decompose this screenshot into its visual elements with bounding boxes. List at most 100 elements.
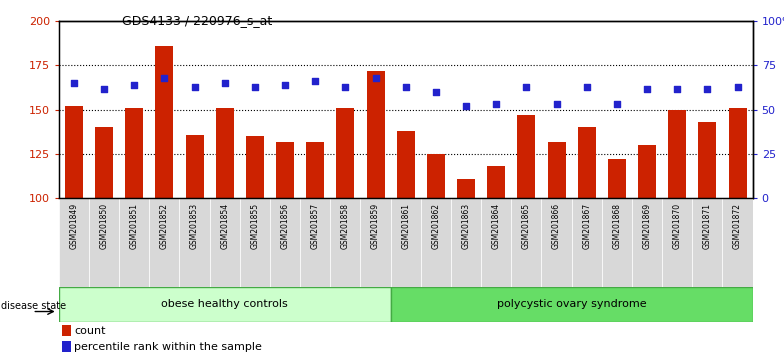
- Text: GDS4133 / 220976_s_at: GDS4133 / 220976_s_at: [122, 14, 272, 27]
- Text: GSM201867: GSM201867: [583, 202, 591, 249]
- Bar: [59, 198, 89, 287]
- Bar: [517, 115, 535, 198]
- Text: count: count: [74, 326, 106, 336]
- Bar: [426, 154, 445, 198]
- Bar: [602, 198, 632, 287]
- Bar: [270, 198, 300, 287]
- Bar: [608, 159, 626, 198]
- Bar: [180, 198, 209, 287]
- Bar: [246, 136, 264, 198]
- Point: [430, 89, 442, 95]
- Point: [550, 102, 563, 107]
- Bar: [307, 142, 325, 198]
- Point: [671, 86, 684, 91]
- Bar: [547, 142, 565, 198]
- Text: GSM201851: GSM201851: [129, 202, 139, 249]
- Text: GSM201861: GSM201861: [401, 202, 410, 249]
- Point: [219, 80, 231, 86]
- Bar: [511, 198, 542, 287]
- Bar: [542, 198, 572, 287]
- Text: GSM201872: GSM201872: [733, 202, 742, 249]
- Bar: [578, 127, 596, 198]
- Text: GSM201862: GSM201862: [431, 202, 441, 249]
- Text: GSM201857: GSM201857: [310, 202, 320, 249]
- Bar: [330, 198, 361, 287]
- Point: [399, 84, 412, 90]
- Bar: [216, 108, 234, 198]
- Bar: [366, 71, 385, 198]
- Bar: [125, 108, 143, 198]
- Text: percentile rank within the sample: percentile rank within the sample: [74, 342, 263, 352]
- Bar: [572, 198, 602, 287]
- Bar: [723, 198, 753, 287]
- Point: [309, 79, 321, 84]
- Point: [701, 86, 713, 91]
- Bar: [276, 142, 294, 198]
- Bar: [728, 108, 746, 198]
- Bar: [240, 198, 270, 287]
- Point: [520, 84, 532, 90]
- Text: GSM201855: GSM201855: [250, 202, 260, 249]
- Bar: [62, 341, 71, 353]
- Bar: [638, 145, 656, 198]
- Point: [98, 86, 111, 91]
- Bar: [662, 198, 692, 287]
- Bar: [89, 198, 119, 287]
- Bar: [699, 122, 717, 198]
- Point: [158, 75, 171, 81]
- Text: GSM201858: GSM201858: [341, 202, 350, 249]
- Text: GSM201859: GSM201859: [371, 202, 380, 249]
- Text: GSM201871: GSM201871: [703, 202, 712, 249]
- Bar: [421, 198, 451, 287]
- Point: [128, 82, 140, 88]
- Point: [641, 86, 653, 91]
- Point: [611, 102, 623, 107]
- Text: GSM201853: GSM201853: [190, 202, 199, 249]
- Bar: [119, 198, 149, 287]
- Bar: [451, 198, 481, 287]
- Point: [731, 84, 744, 90]
- Bar: [336, 108, 354, 198]
- Point: [339, 84, 352, 90]
- Bar: [155, 46, 173, 198]
- Bar: [300, 198, 330, 287]
- Bar: [397, 131, 415, 198]
- Bar: [692, 198, 723, 287]
- Point: [67, 80, 80, 86]
- Text: GSM201865: GSM201865: [522, 202, 531, 249]
- Point: [580, 84, 593, 90]
- Text: GSM201852: GSM201852: [160, 202, 169, 249]
- Bar: [95, 127, 113, 198]
- Text: GSM201866: GSM201866: [552, 202, 561, 249]
- Point: [249, 84, 261, 90]
- Text: GSM201854: GSM201854: [220, 202, 229, 249]
- Bar: [390, 198, 421, 287]
- Bar: [457, 179, 475, 198]
- Text: GSM201863: GSM201863: [462, 202, 470, 249]
- Point: [459, 103, 472, 109]
- Bar: [361, 198, 390, 287]
- Text: GSM201856: GSM201856: [281, 202, 289, 249]
- Text: GSM201869: GSM201869: [643, 202, 652, 249]
- Text: disease state: disease state: [1, 301, 66, 311]
- Text: GSM201870: GSM201870: [673, 202, 682, 249]
- Bar: [149, 198, 180, 287]
- Bar: [487, 166, 505, 198]
- Text: obese healthy controls: obese healthy controls: [162, 299, 288, 309]
- Text: GSM201864: GSM201864: [492, 202, 501, 249]
- Text: GSM201850: GSM201850: [100, 202, 108, 249]
- Point: [279, 82, 292, 88]
- Text: polycystic ovary syndrome: polycystic ovary syndrome: [497, 299, 647, 309]
- Bar: [65, 106, 83, 198]
- Point: [369, 75, 382, 81]
- Bar: [59, 287, 390, 322]
- Text: GSM201849: GSM201849: [69, 202, 78, 249]
- Text: GSM201868: GSM201868: [612, 202, 622, 249]
- Point: [490, 102, 503, 107]
- Bar: [62, 325, 71, 336]
- Bar: [209, 198, 240, 287]
- Bar: [186, 135, 204, 198]
- Point: [188, 84, 201, 90]
- Bar: [668, 110, 686, 198]
- Bar: [632, 198, 662, 287]
